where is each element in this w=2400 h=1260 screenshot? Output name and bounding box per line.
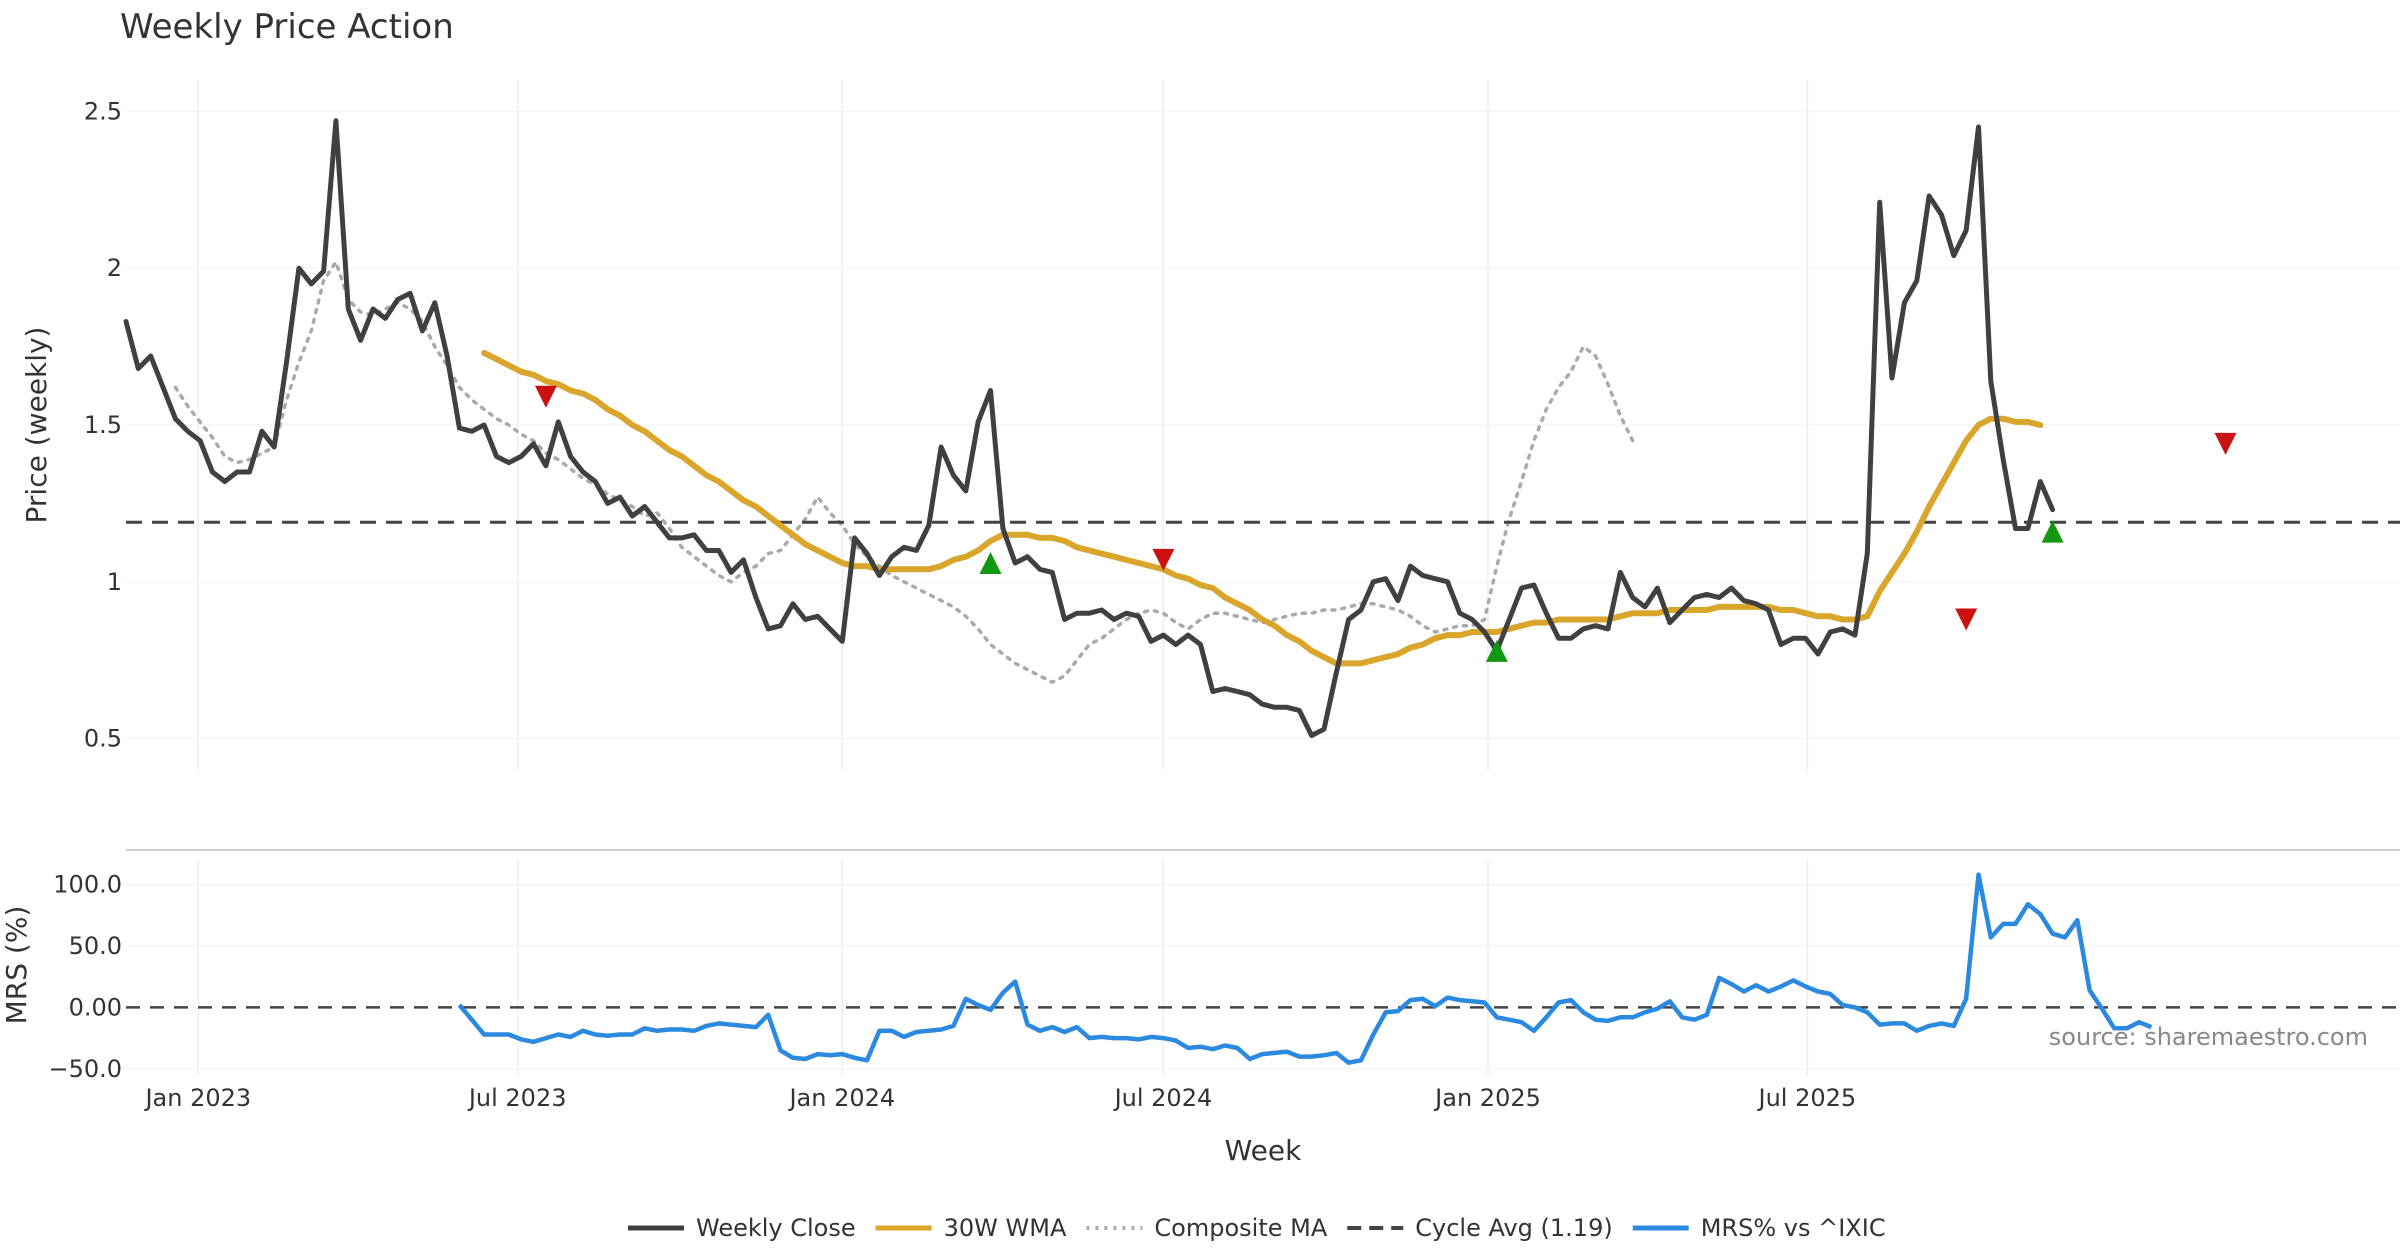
source-note: source: sharemaestro.com xyxy=(2049,1023,2368,1051)
sell-signal-marker xyxy=(1152,548,1175,571)
mrs-line xyxy=(457,872,2153,1065)
sell-signal-marker xyxy=(1955,608,1978,631)
mrs-y-tick-label: 100.0 xyxy=(53,871,122,899)
price-y-tick-label: 0.5 xyxy=(84,725,122,753)
legend-label: MRS% vs ^IXIC xyxy=(1701,1214,1886,1242)
chart-title: Weekly Price Action xyxy=(120,7,454,47)
legend-label: Cycle Avg (1.19) xyxy=(1415,1214,1612,1242)
legend-item: Cycle Avg (1.19) xyxy=(1347,1214,1613,1242)
mrs-y-ticks: 100.0 50.0 0.00 −50.0 xyxy=(48,871,122,1083)
x-tick-label: Jul 2024 xyxy=(1113,1084,1213,1112)
price-series-group xyxy=(123,118,2400,738)
legend: Weekly Close 30W WMA Composite MA Cycle Avg… xyxy=(628,1214,1886,1242)
x-ticks: Jan 2023 Jul 2023 Jan 2024 Jul 2024 Jan 2025… xyxy=(143,1084,1856,1112)
price-y-tick-label: 2.5 xyxy=(84,97,122,125)
legend-item: MRS% vs ^IXIC xyxy=(1632,1214,1886,1242)
legend-label: Weekly Close xyxy=(696,1214,856,1242)
mrs-y-axis-label: MRS (%) xyxy=(0,906,33,1025)
x-axis-label: Week xyxy=(1225,1134,1302,1167)
mrs-y-tick-label: −50.0 xyxy=(48,1055,122,1083)
mrs-series-group xyxy=(126,872,2400,1065)
mrs-y-tick-label: 0.00 xyxy=(69,993,122,1021)
buy-signal-marker xyxy=(979,552,1002,574)
sell-signal-marker xyxy=(534,385,557,408)
price-grid xyxy=(126,80,2400,770)
composite-ma-line xyxy=(173,260,1635,684)
legend-item: 30W WMA xyxy=(875,1214,1067,1242)
x-tick-label: Jan 2025 xyxy=(1433,1084,1541,1112)
sell-signal-marker xyxy=(2214,432,2237,455)
mrs-y-tick-label: 50.0 xyxy=(69,932,122,960)
legend-label: 30W WMA xyxy=(944,1214,1067,1242)
price-y-tick-label: 2 xyxy=(107,254,122,282)
price-y-axis-label: Price (weekly) xyxy=(20,327,53,524)
price-y-tick-label: 1.5 xyxy=(84,411,122,439)
signal-markers xyxy=(534,385,2237,662)
x-tick-label: Jul 2025 xyxy=(1757,1084,1857,1112)
x-tick-label: Jul 2023 xyxy=(467,1084,567,1112)
legend-item: Composite MA xyxy=(1086,1214,1328,1242)
price-y-ticks: 0.5 1 1.5 2 2.5 xyxy=(84,97,122,752)
buy-signal-marker xyxy=(1485,639,1508,662)
weekly-close-line xyxy=(123,118,2056,738)
buy-signal-marker xyxy=(2041,520,2064,543)
legend-label: Composite MA xyxy=(1154,1214,1327,1242)
x-tick-label: Jan 2024 xyxy=(787,1084,895,1112)
30w-wma-line xyxy=(481,349,2044,667)
legend-item: Weekly Close xyxy=(628,1214,856,1242)
price-y-tick-label: 1 xyxy=(107,568,122,596)
x-tick-label: Jan 2023 xyxy=(143,1084,251,1112)
